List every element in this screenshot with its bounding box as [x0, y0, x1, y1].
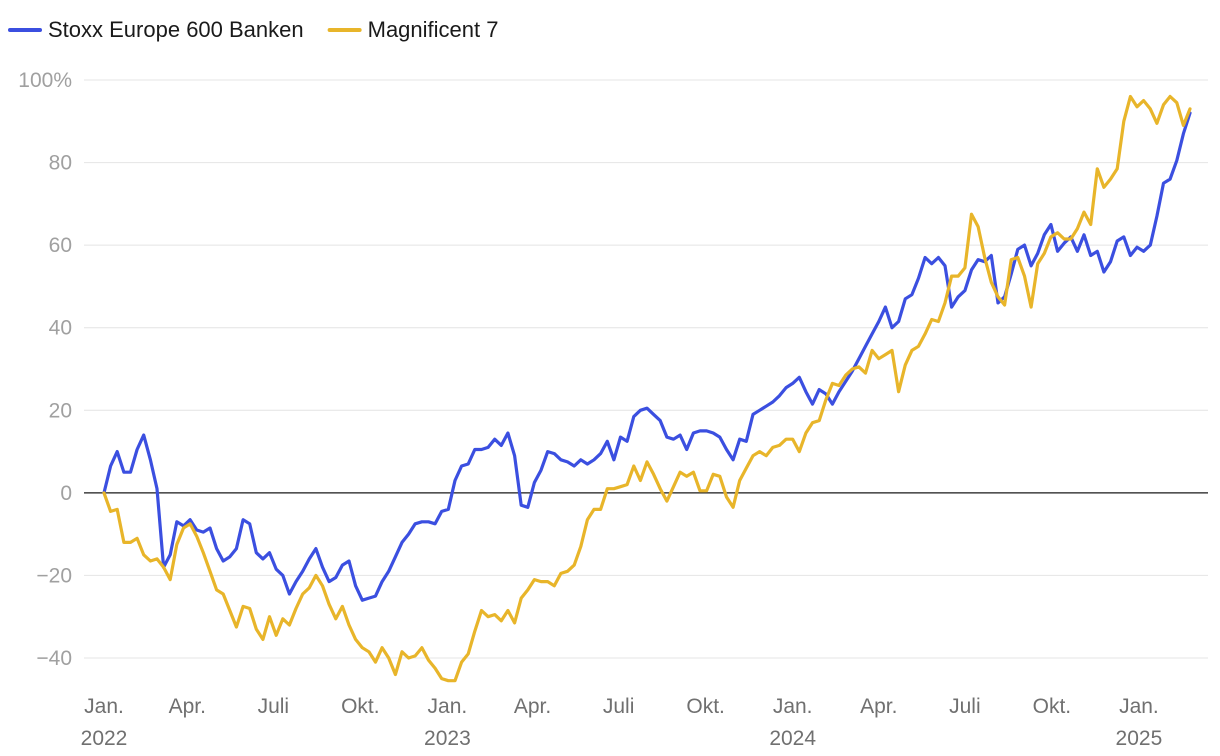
x-tick-label: Jan.	[1119, 695, 1159, 718]
legend: Stoxx Europe 600 Banken Magnificent 7	[8, 17, 499, 42]
y-tick-label: 100%	[18, 69, 72, 92]
x-tick-year-label: 2023	[424, 727, 471, 750]
y-tick-label: −40	[36, 647, 72, 670]
y-axis-ticks: 100% 80 60 40 20 0 −20 −40	[18, 69, 72, 670]
x-tick-label: Okt.	[341, 695, 380, 718]
x-tick-label: Apr.	[860, 695, 897, 718]
x-tick-label: Juli	[949, 695, 981, 718]
x-tick-label: Okt.	[686, 695, 725, 718]
x-tick-year-label: 2025	[1116, 727, 1163, 750]
x-tick-year-label: 2022	[81, 727, 128, 750]
y-tick-label: 20	[49, 399, 72, 422]
y-tick-label: −20	[36, 564, 72, 587]
x-tick-label: Juli	[603, 695, 635, 718]
y-tick-label: 80	[49, 152, 72, 175]
series-line-0	[102, 111, 1192, 602]
y-tick-label: 60	[49, 234, 72, 257]
x-tick-label: Jan.	[428, 695, 468, 718]
legend-label-0: Stoxx Europe 600 Banken	[48, 17, 304, 42]
x-tick-label: Juli	[258, 695, 290, 718]
legend-label-1: Magnificent 7	[368, 17, 499, 42]
x-tick-label: Okt.	[1033, 695, 1072, 718]
x-tick-label: Jan.	[84, 695, 124, 718]
y-tick-label: 40	[49, 317, 72, 340]
x-tick-label: Jan.	[773, 695, 813, 718]
x-tick-label: Apr.	[169, 695, 206, 718]
y-tick-label: 0	[60, 482, 72, 505]
grid-lines	[84, 79, 1208, 659]
x-tick-label: Apr.	[514, 695, 551, 718]
series-line-1	[102, 94, 1192, 683]
series-lines	[102, 94, 1192, 683]
x-axis-ticks: Jan. 2022 Apr. Juli Okt. Jan. 2023 Apr. Juli Okt.…	[81, 695, 1163, 750]
x-tick-year-label: 2024	[769, 727, 816, 750]
